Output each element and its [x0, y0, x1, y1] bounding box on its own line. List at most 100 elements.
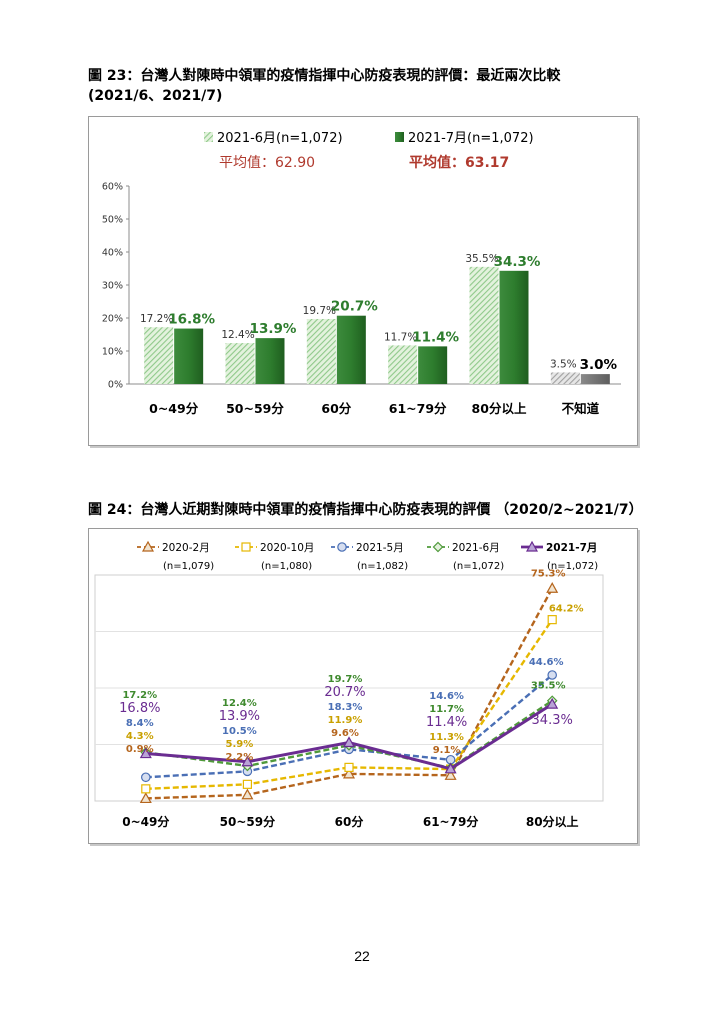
bar-value-label-2-4: 11.4% — [412, 329, 459, 345]
x-tick-label: 0~49分 — [122, 814, 169, 829]
line-label-1-5: 75.3% — [531, 568, 566, 579]
series-point-3-1 — [140, 772, 151, 783]
line-label-3-1: 8.4% — [126, 718, 154, 729]
line-label-2-4: 11.3% — [429, 732, 464, 743]
x-tick-label: 50~59分 — [220, 814, 275, 829]
series-line-2 — [145, 618, 554, 791]
legend-marker-3 — [337, 542, 347, 552]
line-label-4-1: 17.2% — [122, 690, 157, 701]
line-data-labels: 17.2%16.8% 8.4% 4.3% 0.9% 12.4%13.9% 10.5% 5.9… — [119, 568, 583, 763]
line-label-3-5: 44.6% — [529, 657, 564, 668]
bar-1-6 — [550, 372, 580, 384]
line-label-1-2: 2.2% — [226, 752, 254, 763]
series-point-5-4 — [444, 762, 457, 774]
bar-value-label-1-2: 12.4% — [221, 329, 254, 341]
bar-legend: 2021-6月(n=1,072) 平均值：62.90 2021-7月(n=1,072… — [204, 131, 534, 171]
bar-value-label-1-4: 11.7% — [384, 331, 417, 343]
bar-value-label-2-6: 3.0% — [580, 357, 618, 373]
bar-y-axis: 0% 10% 20% 30% 40% 50% 60% — [102, 182, 621, 391]
line-label-5-4: 11.4% — [426, 715, 467, 730]
legend-label-1: 2020-2月 — [162, 542, 210, 554]
series-line-4 — [145, 699, 553, 770]
bar-chart: 2021-6月(n=1,072) 平均值：62.90 2021-7月(n=1,072… — [102, 131, 621, 416]
bar-value-label-2-2: 13.9% — [250, 321, 297, 337]
legend-label-2: 2021-7月(n=1,072) — [408, 131, 534, 146]
x-tick-label: 60分 — [321, 401, 351, 416]
bar-value-label-2-3: 20.7% — [331, 299, 378, 315]
line-label-4-4: 11.7% — [429, 704, 464, 715]
bar-1-1 — [144, 327, 174, 384]
legend-marker-1 — [141, 540, 155, 552]
legend-marker-4 — [432, 541, 444, 553]
bar-2-6 — [580, 374, 610, 384]
legend-swatch-2 — [395, 132, 404, 142]
average-label-1: 平均值：62.90 — [219, 155, 315, 171]
sample-size-5: (n=1,072) — [547, 561, 598, 572]
y-tick-label: 40% — [102, 248, 123, 259]
bar-value-label-1-3: 19.7% — [303, 305, 336, 317]
x-tick-label: 61~79分 — [423, 814, 478, 829]
bar-value-label-1-6: 3.5% — [550, 358, 577, 370]
line-label-2-3: 11.9% — [328, 715, 363, 726]
bar-2-3 — [336, 315, 366, 384]
series-point-5-2 — [241, 755, 254, 767]
y-tick-label: 0% — [108, 380, 123, 391]
line-label-5-5: 34.3% — [532, 713, 573, 728]
series-line-1 — [145, 587, 554, 800]
y-tick-label: 30% — [102, 281, 123, 292]
legend-label-4: 2021-6月 — [452, 542, 500, 554]
figure23-title-line1: 圖 23：台灣人對陳時中領軍的疫情指揮中心防疫表現的評價：最近兩次比較 — [88, 68, 561, 84]
legend-label-3: 2021-5月 — [356, 542, 404, 554]
sample-size-2: (n=1,080) — [261, 561, 312, 572]
bar-value-label-1-1: 17.2% — [140, 313, 173, 325]
line-series — [139, 582, 559, 804]
line-label-1-4: 9.1% — [433, 745, 461, 756]
bar-2-5 — [499, 270, 529, 384]
x-tick-label: 60分 — [335, 814, 364, 829]
series-point-5-3 — [342, 736, 356, 748]
line-label-2-5: 64.2% — [549, 604, 584, 615]
line-label-1-3: 9.6% — [331, 728, 359, 739]
line-label-5-1: 16.8% — [119, 701, 160, 716]
bar-value-label-2-1: 16.8% — [168, 312, 215, 328]
legend-label-2: 2020-10月 — [260, 542, 314, 554]
sample-size-4: (n=1,072) — [453, 561, 504, 572]
bar-marks: 17.2%16.8% 12.4%13.9% 19.7%20.7% 11.7%11.4%… — [140, 253, 618, 384]
y-tick-label: 20% — [102, 314, 123, 325]
x-tick-label: 50~59分 — [226, 401, 284, 416]
line-label-2-1: 4.3% — [126, 731, 154, 742]
series-point-1-5 — [546, 582, 559, 593]
line-label-3-4: 14.6% — [429, 691, 464, 702]
series-point-2-2 — [242, 779, 252, 789]
bar-2-4 — [418, 346, 448, 384]
line-label-4-2: 12.4% — [222, 698, 257, 709]
bar-value-label-1-5: 35.5% — [465, 253, 498, 265]
y-tick-label: 50% — [102, 215, 123, 226]
x-tick-label: 0~49分 — [149, 401, 199, 416]
series-point-1-4 — [444, 769, 457, 780]
line-label-4-5: 35.5% — [531, 681, 566, 692]
legend-label-1: 2021-6月(n=1,072) — [217, 131, 343, 146]
bar-value-label-2-5: 34.3% — [494, 254, 541, 270]
y-tick-label: 10% — [102, 347, 123, 358]
line-x-axis: 0~49分 50~59分 60分 61~79分 80分以上 — [122, 814, 578, 829]
sample-size-1: (n=1,079) — [163, 561, 214, 572]
line-chart-frame: 2020-2月 (n=1,079) 2020-10月 (n=1,080) 2021-5月… — [88, 528, 638, 844]
y-tick-label: 60% — [102, 182, 123, 193]
bar-2-1 — [174, 328, 204, 384]
bar-1-5 — [469, 266, 499, 384]
legend-marker-5 — [525, 540, 539, 552]
line-label-5-2: 13.9% — [219, 709, 260, 724]
line-label-2-2: 5.9% — [226, 739, 254, 750]
figure23-title: 圖 23：台灣人對陳時中領軍的疫情指揮中心防疫表現的評價：最近兩次比較 (202… — [88, 66, 560, 106]
figure24-title: 圖 24：台灣人近期對陳時中領軍的疫情指揮中心防疫表現的評價 （2020/2~2… — [88, 502, 643, 518]
series-point-1-3 — [342, 767, 356, 779]
bar-chart-frame: 2021-6月(n=1,072) 平均值：62.90 2021-7月(n=1,072… — [88, 116, 638, 446]
legend-label-5: 2021-7月 — [546, 542, 597, 554]
average-label-2: 平均值：63.17 — [409, 154, 509, 171]
line-label-1-1: 0.9% — [126, 744, 154, 755]
series-point-5-5 — [546, 697, 559, 709]
x-tick-label: 80分以上 — [526, 814, 579, 829]
x-tick-label: 80分以上 — [472, 401, 527, 416]
series-point-1-1 — [139, 792, 152, 804]
